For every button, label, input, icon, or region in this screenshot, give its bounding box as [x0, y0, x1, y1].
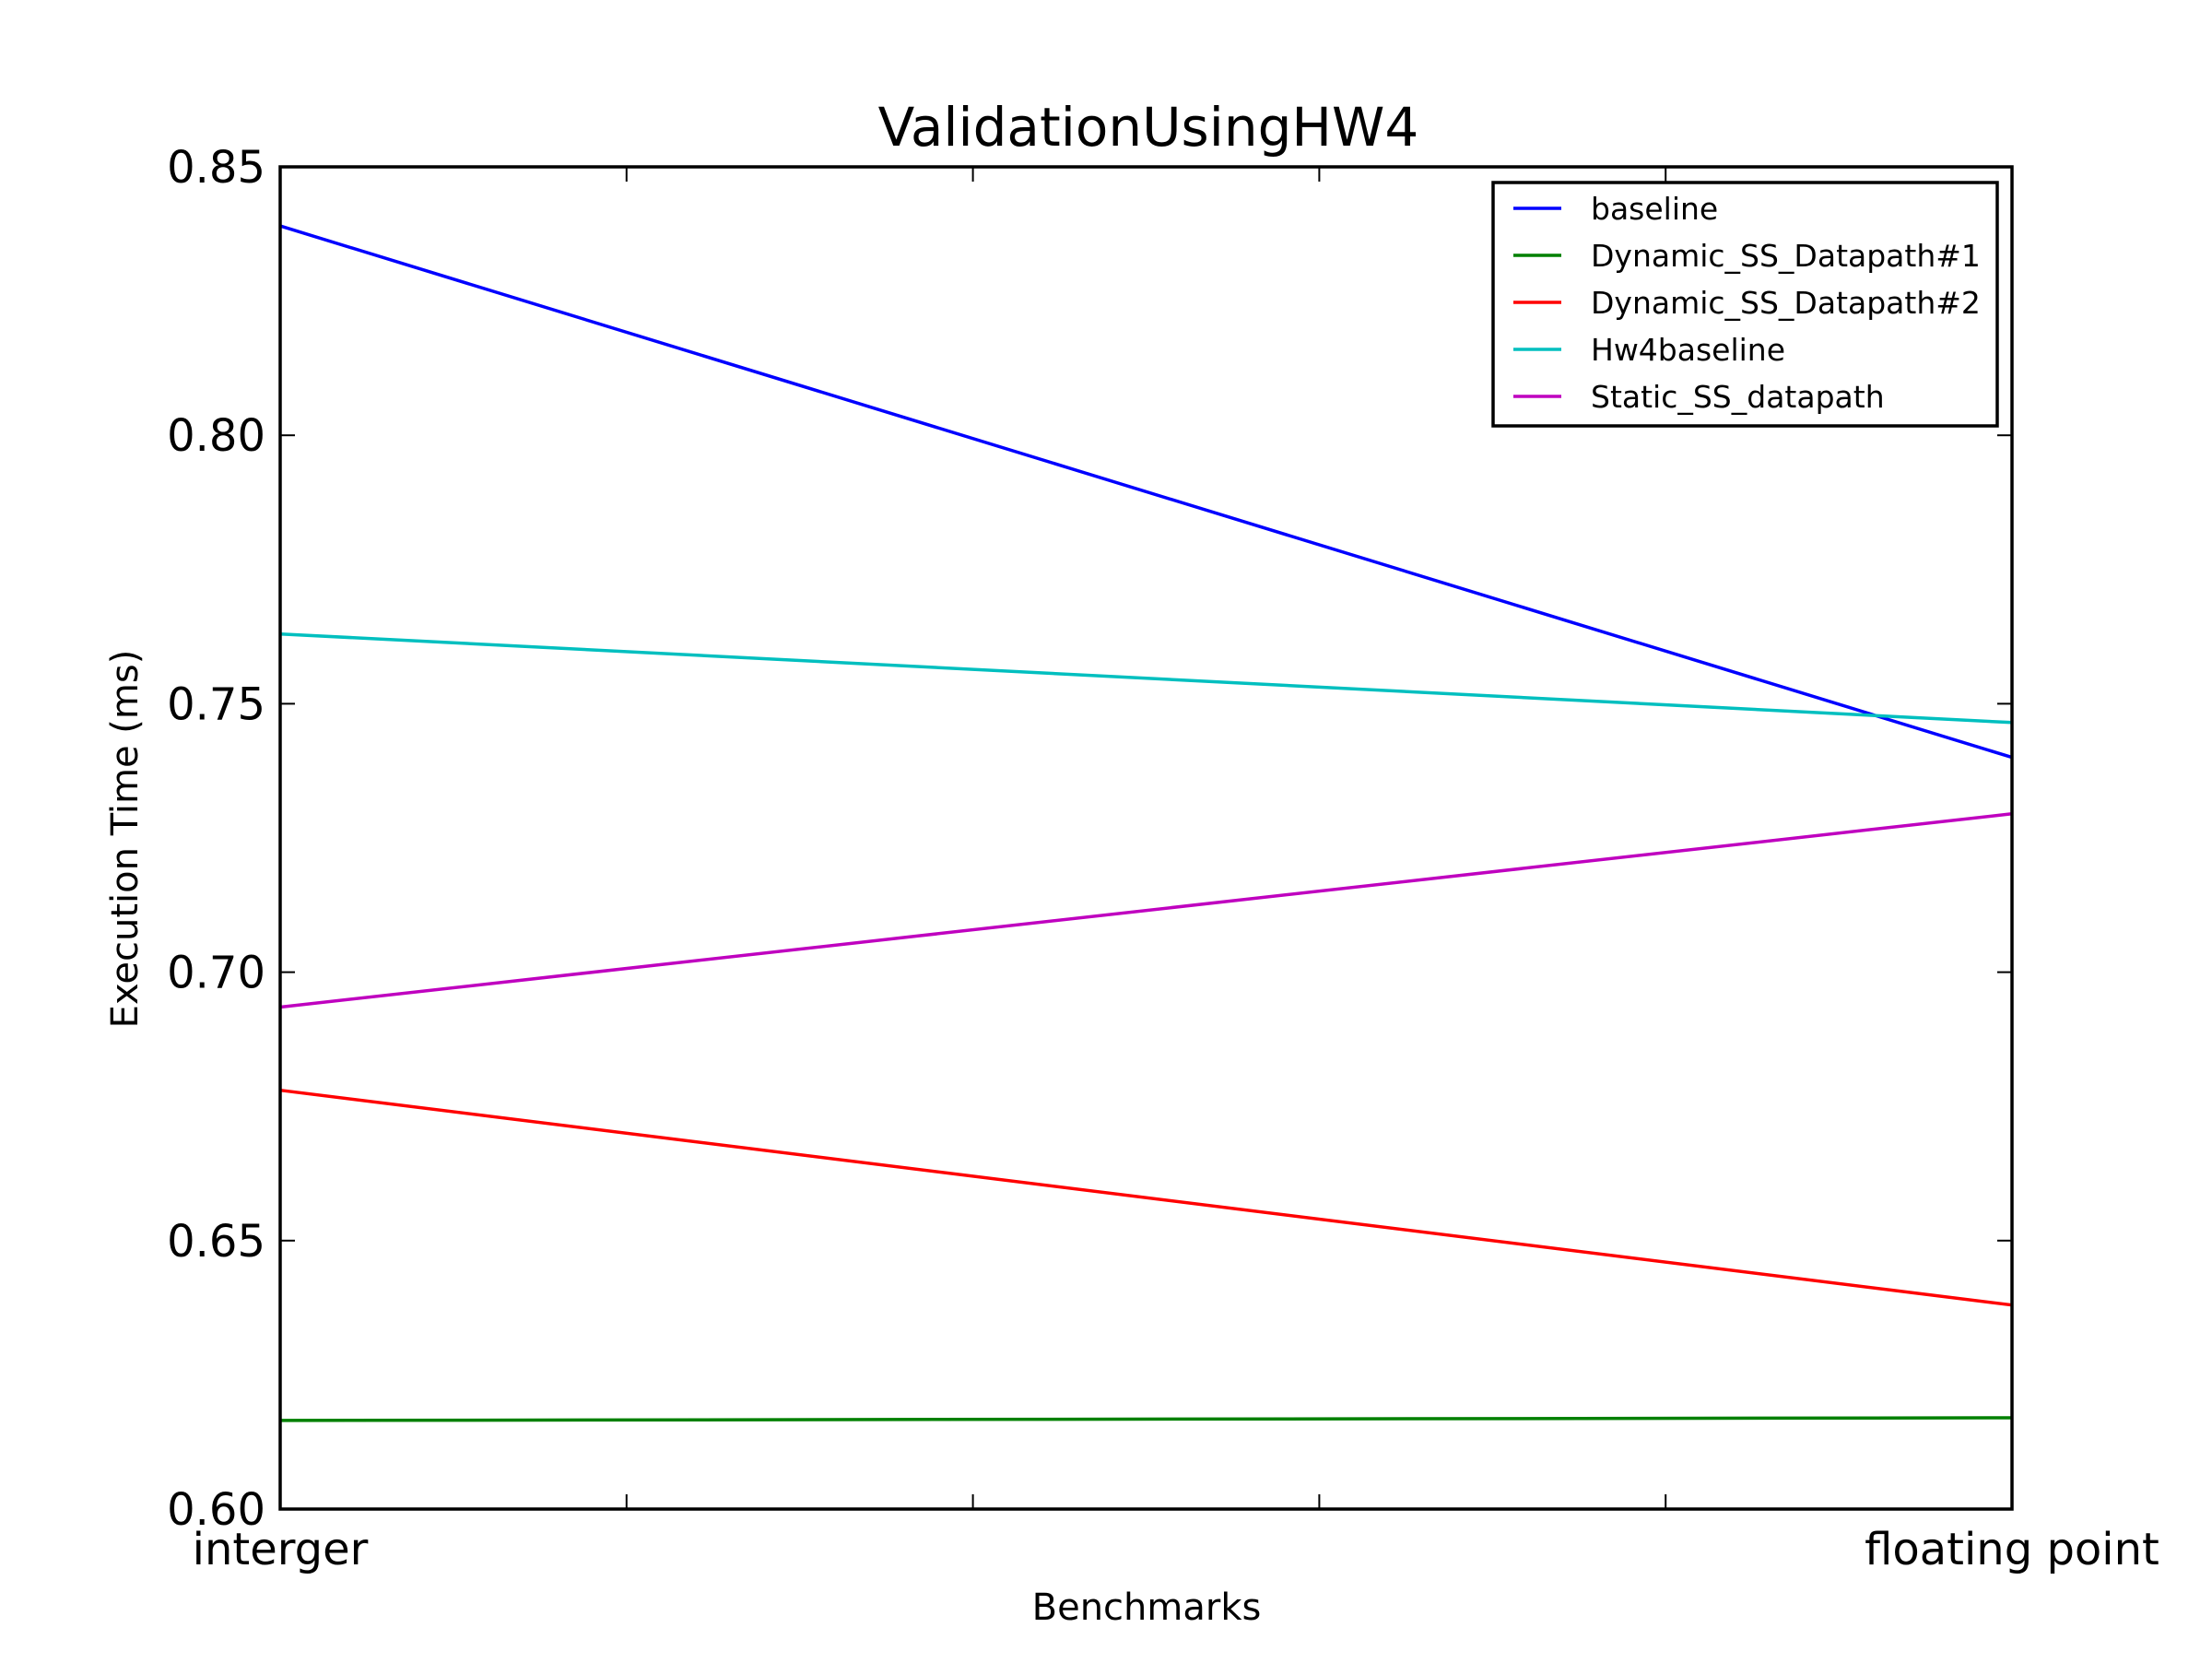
x-tick-label-0: interger [193, 1524, 369, 1575]
legend-label-1: Dynamic_SS_Datapath#1 [1591, 238, 1981, 274]
y-tick-label-2: 0.70 [167, 948, 265, 999]
legend: baseline Dynamic_SS_Datapath#1 Dynamic_SS_… [1491, 181, 1999, 428]
y-tick-label-1: 0.65 [167, 1216, 265, 1268]
legend-label-2: Dynamic_SS_Datapath#2 [1591, 285, 1981, 321]
series-line-0 [279, 224, 2013, 760]
y-tick-label-5: 0.85 [167, 142, 265, 194]
legend-box [1491, 181, 1999, 428]
y-tick-label-3: 0.75 [167, 678, 265, 730]
y-axis-label: Execution Time (ms) [104, 650, 147, 1029]
y-tick-label-4: 0.80 [167, 410, 265, 462]
chart-title: ValidationUsingHW4 [878, 96, 1419, 159]
x-tick-label-1: floating point [1865, 1524, 2159, 1575]
series-line-4 [279, 812, 2013, 1009]
series-line-3 [279, 631, 2013, 725]
plot-frame [278, 165, 2014, 1511]
legend-label-0: baseline [1591, 191, 1718, 227]
legend-label-3: Hw4baseline [1591, 332, 1785, 368]
legend-label-4: Static_SS_datapath [1591, 379, 1885, 415]
series-line-2 [279, 1088, 2013, 1307]
x-axis-label: Benchmarks [1032, 1586, 1262, 1629]
series-line-1 [279, 1416, 2013, 1422]
y-tick-label-0: 0.60 [167, 1484, 265, 1536]
plot-area: 0.60 0.65 0.70 0.75 0.80 0.85 interger floating… [167, 142, 2159, 1575]
